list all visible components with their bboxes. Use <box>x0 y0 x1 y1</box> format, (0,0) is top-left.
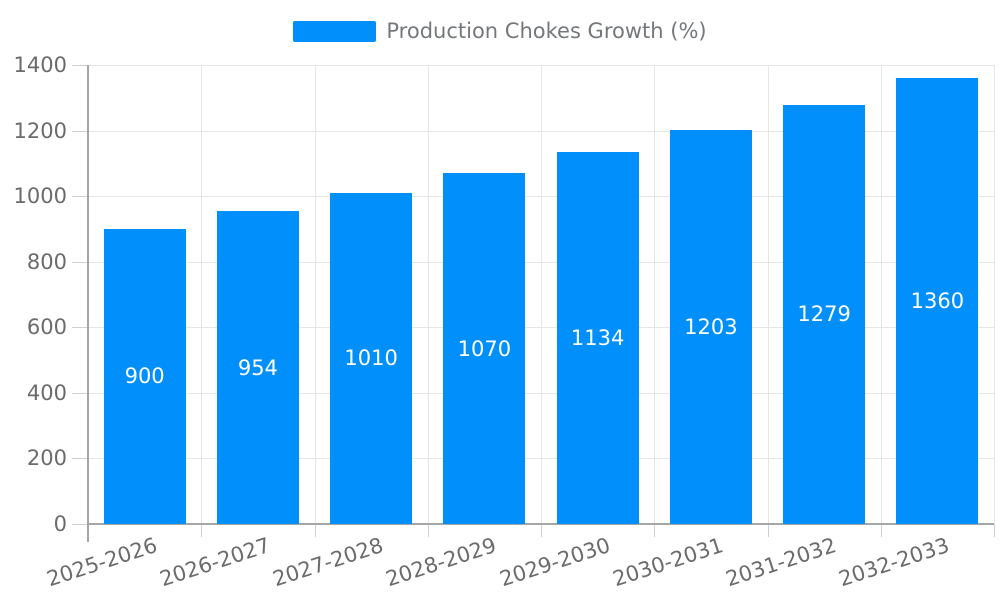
bar[interactable] <box>556 152 639 524</box>
y-axis-line <box>87 65 89 542</box>
y-tick <box>72 392 88 394</box>
v-gridline <box>427 65 429 524</box>
y-tick-label: 600 <box>26 315 67 340</box>
bar[interactable] <box>669 129 752 524</box>
bar-value-label: 1360 <box>910 289 965 314</box>
bar-value-label: 1070 <box>457 336 512 361</box>
bar-value-label: 954 <box>237 355 278 380</box>
y-tick <box>72 458 88 460</box>
legend-marker-icon <box>293 20 377 42</box>
bar[interactable] <box>103 228 186 524</box>
v-gridline <box>314 65 316 524</box>
plot-area: 0 200 400 600 800 1000 1200 1400 900 2025-2026 954… <box>14 53 995 591</box>
bar-value-label: 900 <box>124 364 165 389</box>
x-tick <box>880 524 882 537</box>
legend-item[interactable]: Production Chokes Growth (%) <box>293 19 707 43</box>
y-tick <box>72 327 88 329</box>
x-tick-label: 2027-2028 <box>269 533 387 592</box>
x-tick <box>314 524 316 537</box>
legend-label: Production Chokes Growth (%) <box>386 19 707 43</box>
x-tick <box>201 524 203 537</box>
x-tick <box>994 524 995 537</box>
v-gridline <box>994 65 995 524</box>
y-tick <box>72 65 88 66</box>
x-tick <box>427 524 429 537</box>
bar-value-label: 1203 <box>684 314 738 339</box>
v-gridline <box>880 65 882 524</box>
bar-value-label: 1010 <box>344 346 398 371</box>
x-tick-label: 2029-2030 <box>496 533 613 592</box>
legend: Production Chokes Growth (%) <box>0 16 1000 46</box>
y-tick <box>72 524 88 525</box>
x-tick-label: 2026-2027 <box>156 533 273 592</box>
y-tick-label: 800 <box>26 249 67 274</box>
y-tick-label: 1400 <box>13 53 67 77</box>
x-tick-label: 2032-2033 <box>836 533 953 592</box>
y-tick-label: 1000 <box>13 184 67 209</box>
bar[interactable] <box>330 192 413 524</box>
x-tick-label: 2028-2029 <box>383 533 500 592</box>
bar[interactable] <box>896 78 979 524</box>
x-axis-line <box>88 523 994 525</box>
v-gridline <box>201 65 203 524</box>
y-tick <box>72 130 88 132</box>
x-tick-label: 2030-2031 <box>609 533 726 592</box>
v-gridline <box>541 65 542 524</box>
x-tick <box>541 524 542 537</box>
v-gridline <box>654 65 656 524</box>
y-tick <box>72 196 88 198</box>
y-tick-label: 0 <box>53 512 67 536</box>
x-tick-label: 2025-2026 <box>43 533 160 592</box>
bar-value-label: 1279 <box>797 302 851 327</box>
bar[interactable] <box>783 104 866 524</box>
y-tick <box>72 261 88 263</box>
v-gridline <box>767 65 769 524</box>
y-tick-label: 1200 <box>13 118 67 143</box>
y-tick-label: 200 <box>26 446 67 471</box>
bar[interactable] <box>443 173 526 524</box>
x-tick <box>767 524 769 537</box>
x-tick-label: 2031-2032 <box>722 533 840 592</box>
x-tick <box>654 524 656 537</box>
y-tick-label: 400 <box>26 380 67 405</box>
bar-value-label: 1134 <box>570 326 625 351</box>
bar[interactable] <box>216 211 299 524</box>
